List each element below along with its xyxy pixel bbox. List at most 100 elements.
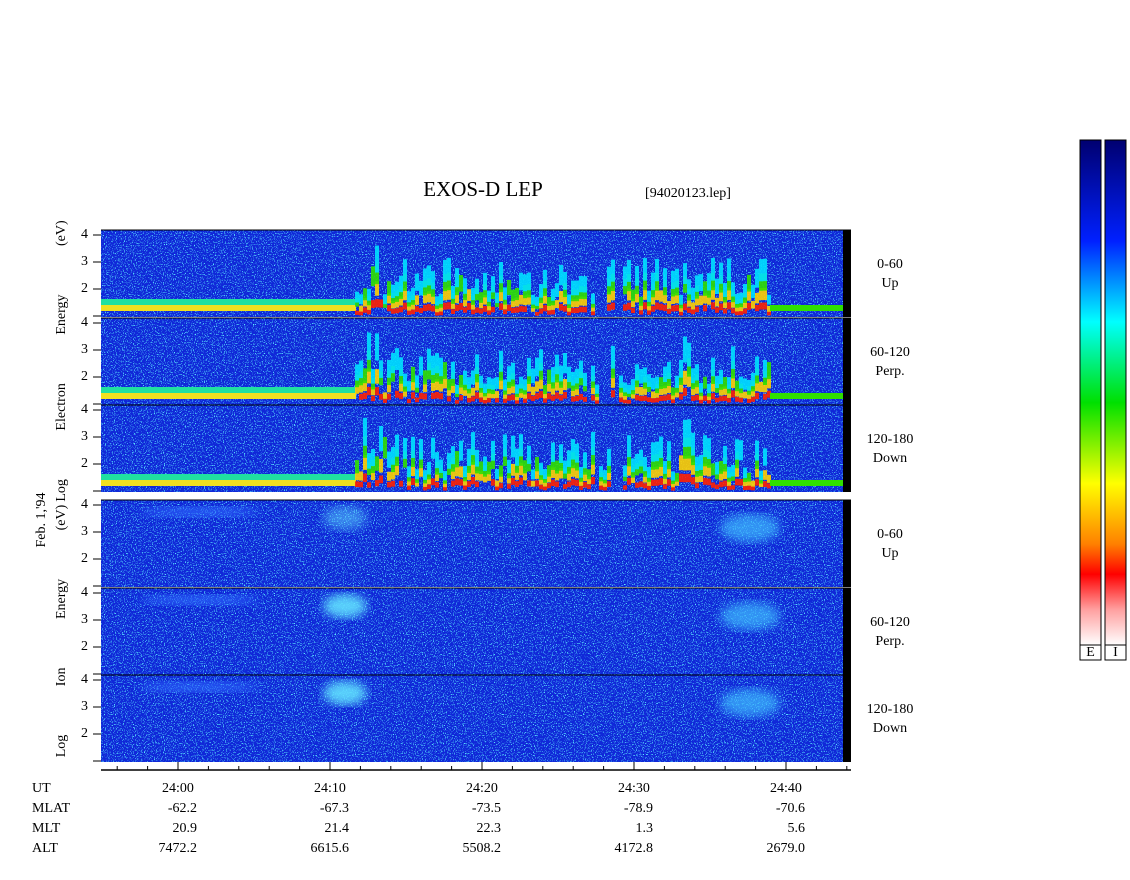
- burst: [607, 291, 611, 303]
- burst: [639, 449, 643, 467]
- burst: [367, 350, 371, 372]
- burst: [619, 375, 623, 388]
- burst: [427, 484, 431, 490]
- burst: [631, 475, 635, 484]
- burst: [659, 436, 663, 458]
- burst: [399, 480, 403, 487]
- burst: [391, 365, 395, 382]
- burst: [439, 305, 443, 312]
- burst: [411, 478, 415, 486]
- burst: [411, 450, 415, 468]
- date: Feb. 1,'94: [34, 492, 49, 547]
- burst: [723, 468, 727, 479]
- burst: [651, 467, 655, 478]
- burst: [427, 278, 431, 294]
- burst: [727, 273, 731, 291]
- burst: [671, 393, 675, 400]
- burst: [707, 284, 711, 298]
- row-name: MLAT: [32, 801, 71, 816]
- burst: [583, 482, 587, 488]
- burst: [687, 298, 691, 307]
- burst: [543, 293, 547, 304]
- burst: [619, 397, 623, 403]
- burst: [415, 375, 419, 388]
- burst: [767, 305, 771, 312]
- burst: [735, 452, 739, 469]
- burst: [475, 379, 479, 391]
- burst: [419, 452, 423, 469]
- burst: [567, 366, 571, 383]
- burst: [459, 303, 463, 310]
- burst: [571, 452, 575, 469]
- burst: [543, 281, 547, 296]
- edge: [843, 230, 851, 317]
- burst: [671, 293, 675, 305]
- burst: [703, 463, 707, 476]
- burst: [379, 371, 383, 386]
- burst: [659, 450, 663, 467]
- band: [770, 480, 843, 486]
- burst: [651, 283, 655, 298]
- burst: [591, 305, 595, 312]
- burst: [747, 485, 751, 490]
- burst: [367, 368, 371, 384]
- burst: [755, 466, 759, 478]
- burst: [747, 379, 751, 391]
- burst: [555, 379, 559, 391]
- burst: [655, 258, 659, 282]
- burst: [463, 387, 467, 396]
- burst: [707, 394, 711, 401]
- burst: [575, 467, 579, 479]
- burst: [499, 474, 503, 483]
- burst: [451, 446, 455, 465]
- burst: [695, 285, 699, 299]
- burst: [503, 302, 507, 310]
- burst: [759, 273, 763, 291]
- burst: [727, 398, 731, 403]
- burst: [535, 296, 539, 306]
- burst: [683, 303, 687, 311]
- burst: [755, 380, 759, 392]
- burst: [511, 394, 515, 401]
- burst: [483, 272, 487, 291]
- burst: [447, 379, 451, 391]
- burst: [667, 301, 671, 309]
- burst: [567, 311, 571, 316]
- burst: [719, 471, 723, 481]
- burst: [491, 286, 495, 300]
- burst: [431, 305, 435, 312]
- burst: [675, 304, 679, 312]
- band: [101, 387, 356, 397]
- burst: [663, 304, 667, 312]
- row-value: 6615.6: [311, 841, 350, 856]
- burst: [743, 300, 747, 309]
- burst: [723, 291, 727, 303]
- burst: [491, 276, 495, 293]
- burst: [707, 383, 711, 394]
- burst: [559, 365, 563, 382]
- burst: [667, 394, 671, 400]
- burst: [355, 364, 359, 381]
- burst: [731, 390, 735, 398]
- color-bar: [1079, 139, 1102, 646]
- file-name: [94020123.lep]: [645, 186, 731, 201]
- burst: [379, 393, 383, 400]
- burst: [683, 276, 687, 293]
- burst: [751, 480, 755, 487]
- burst: [759, 381, 763, 392]
- burst: [563, 379, 567, 391]
- burst: [371, 448, 375, 467]
- blob: [323, 506, 367, 530]
- burst: [643, 386, 647, 395]
- burst: [367, 288, 371, 301]
- burst: [495, 398, 499, 403]
- burst: [499, 303, 503, 311]
- y-axis-label: Log Ion Energy (eV): [54, 504, 69, 757]
- burst: [699, 399, 703, 404]
- burst: [635, 482, 639, 488]
- burst: [743, 485, 747, 491]
- burst: [735, 311, 739, 316]
- burst: [547, 483, 551, 489]
- burst: [555, 283, 559, 298]
- burst: [383, 398, 387, 403]
